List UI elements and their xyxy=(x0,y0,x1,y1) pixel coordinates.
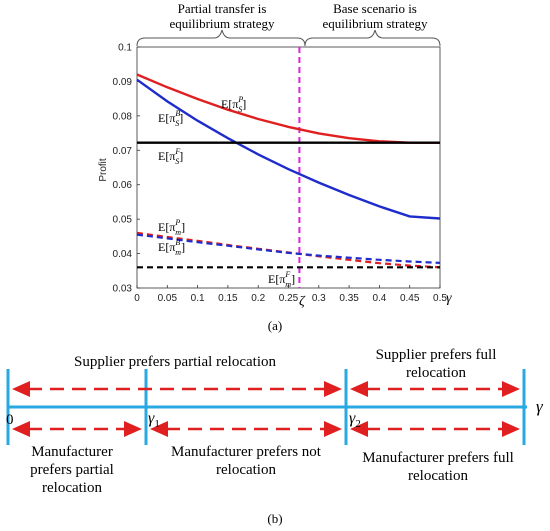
panel-b-diagram: 0 γ1 γ2 γ Supplier prefers partial reloc… xyxy=(6,347,544,526)
x-tick-label: 0 xyxy=(134,293,140,304)
threshold-label: ζ xyxy=(299,294,306,309)
text-supplier-full-1: Supplier prefers full xyxy=(376,347,497,363)
plot-frame xyxy=(136,46,441,289)
caption-b: (b) xyxy=(267,511,282,526)
tick-label-gamma1: γ1 xyxy=(148,410,160,430)
x-tick-label: 0.3 xyxy=(312,293,326,304)
tick-label-0: 0 xyxy=(6,412,14,428)
arrow-manufacturer-full xyxy=(350,421,520,437)
annotation-base-line1: Base scenario is xyxy=(333,1,417,16)
series-label: E[πF S] xyxy=(158,147,183,166)
text-manufacturer-partial-2: prefers partial xyxy=(30,462,114,478)
text-supplier-partial: Supplier prefers partial relocation xyxy=(74,354,277,370)
annotation-partial-line1: Partial transfer is xyxy=(178,1,267,16)
annotation-partial-line2: equilibrium strategy xyxy=(169,16,275,31)
axis-end-gamma: γ xyxy=(536,397,544,416)
x-tick-label: 0.25 xyxy=(279,293,299,304)
x-tick-label: 0.05 xyxy=(158,293,178,304)
y-tick-label: 0.07 xyxy=(113,146,133,157)
text-supplier-full-2: relocation xyxy=(406,365,466,381)
series-label: E[πB m] xyxy=(158,238,185,257)
series-label: E[πP S] xyxy=(221,95,246,114)
x-tick-label: 0.35 xyxy=(339,293,359,304)
brace-right xyxy=(304,29,441,47)
y-tick-label: 0.04 xyxy=(113,249,133,260)
x-tick-label: 0.4 xyxy=(372,293,386,304)
arrow-manufacturer-partial xyxy=(12,421,142,437)
arrow-supplier-full xyxy=(350,381,520,397)
arrow-manufacturer-not xyxy=(150,421,342,437)
series-line-s-b xyxy=(136,78,441,220)
text-manufacturer-full-2: relocation xyxy=(408,468,468,484)
series-line-m-b xyxy=(136,233,441,264)
text-manufacturer-not-1: Manufacturer prefers not xyxy=(171,444,322,460)
x-tick-label: 0.2 xyxy=(251,293,265,304)
y-tick-label: 0.03 xyxy=(113,284,133,295)
series-label: E[πF m] xyxy=(268,270,295,289)
y-tick-label: 0.08 xyxy=(113,111,133,122)
x-tick-label: 0.1 xyxy=(191,293,205,304)
text-manufacturer-not-2: relocation xyxy=(216,462,276,478)
x-axis-symbol: γ xyxy=(446,291,452,306)
y-axis-label: Profit xyxy=(98,158,109,182)
annotation-base-line2: equilibrium strategy xyxy=(322,16,428,31)
tick-label-gamma2: γ2 xyxy=(349,410,361,430)
arrow-supplier-partial xyxy=(12,381,342,397)
x-tick-label: 0.5 xyxy=(433,293,447,304)
y-tick-label: 0.09 xyxy=(113,77,133,88)
text-manufacturer-partial-3: relocation xyxy=(42,480,102,496)
y-tick-label: 0.05 xyxy=(113,215,133,226)
x-tick-label: 0.45 xyxy=(400,293,420,304)
y-tick-label: 0.1 xyxy=(118,43,132,54)
series-label: E[πB S] xyxy=(158,109,183,128)
x-tick-label: 0.15 xyxy=(218,293,238,304)
caption-a: (a) xyxy=(268,318,282,333)
text-manufacturer-partial-1: Manufacturer xyxy=(31,444,113,460)
text-manufacturer-full-1: Manufacturer prefers full xyxy=(362,450,514,466)
series-label: E[πP m] xyxy=(158,218,185,237)
panel-a-chart: Partial transfer is equilibrium strategy… xyxy=(98,1,452,333)
brace-left xyxy=(136,29,306,47)
y-tick-label: 0.06 xyxy=(113,180,133,191)
